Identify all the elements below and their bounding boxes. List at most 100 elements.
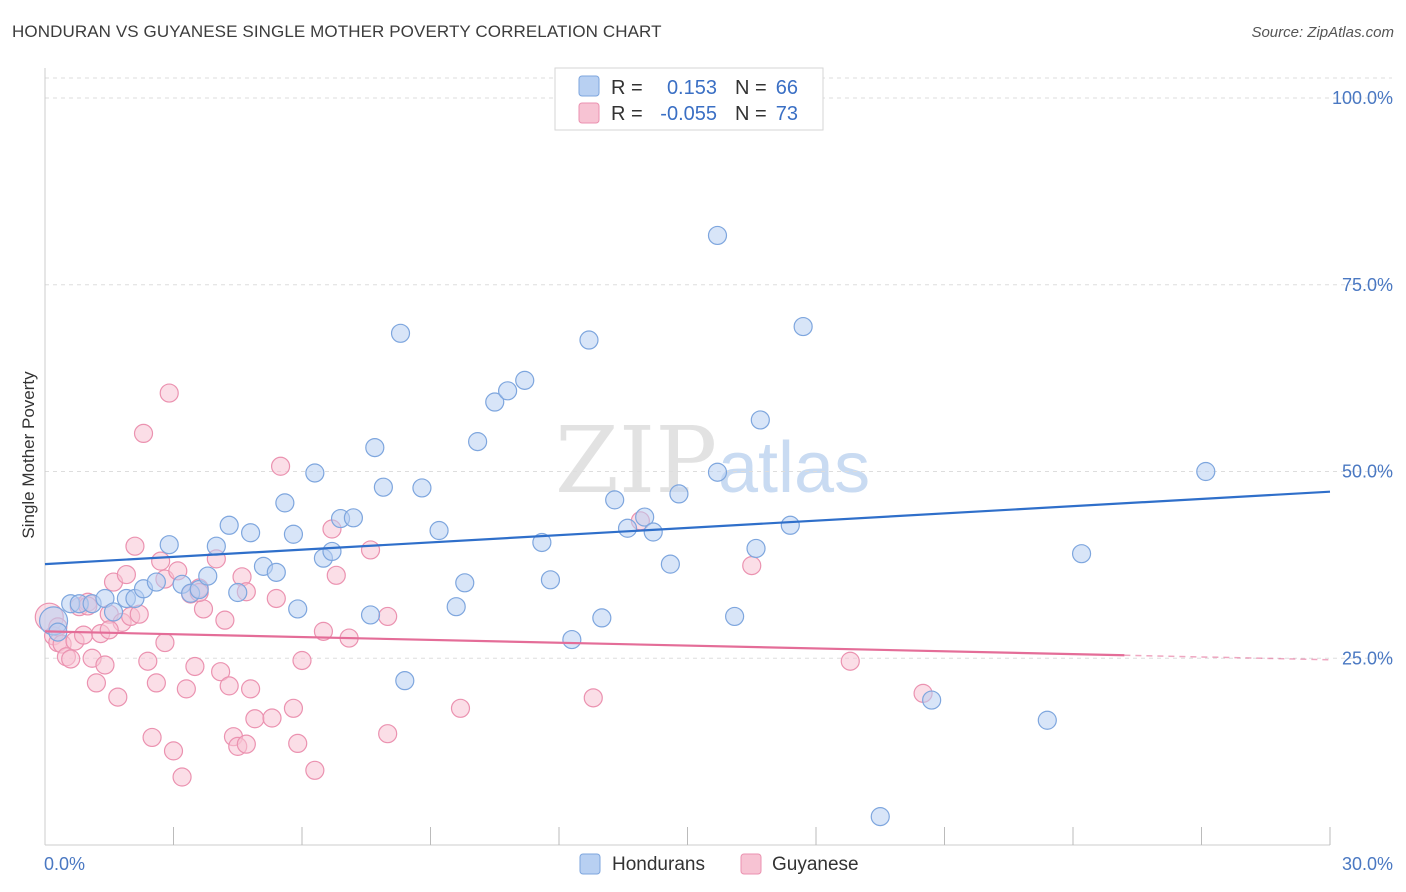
hondurans-point [189, 579, 209, 600]
guyanese-point [61, 649, 81, 669]
legend-r-label: R = [611, 103, 643, 125]
hondurans-point [412, 478, 432, 498]
guyanese-point [163, 741, 184, 761]
legend-label-guyanese: Guyanese [772, 854, 859, 875]
hondurans-point [343, 508, 363, 528]
hondurans-point [793, 316, 813, 337]
hondurans-point [635, 507, 655, 527]
hondurans-point [241, 523, 261, 543]
legend-n-value-guyanese: 73 [776, 103, 798, 125]
guyanese-point [99, 620, 119, 640]
legend-box [554, 67, 824, 131]
hondurans-point [468, 432, 488, 452]
hondurans-point [305, 463, 325, 483]
hondurans-point [395, 671, 415, 691]
guyanese-point [266, 588, 286, 609]
guyanese-point [129, 604, 149, 624]
guyanese-point [133, 423, 154, 444]
hondurans-point [228, 582, 248, 603]
legend-swatch-hondurans [578, 75, 600, 97]
x-tick-label: 0.0% [44, 854, 85, 874]
guyanese-point [86, 673, 107, 693]
hondurans-point [103, 602, 124, 622]
guyanese-point [305, 760, 325, 780]
guyanese-point [313, 621, 334, 641]
hondurans-point [643, 522, 663, 542]
y-tick-label: 25.0% [1342, 648, 1393, 668]
hondurans-point [579, 330, 599, 350]
y-tick-label: 100.0% [1332, 88, 1393, 108]
hondurans-point [515, 370, 535, 390]
legend-n-label: N = [735, 77, 767, 99]
hondurans-point [485, 392, 505, 412]
hondurans-point [498, 381, 518, 401]
guyanese-point [193, 599, 214, 619]
x-tick-labels: 0.0% 30.0% [44, 854, 1393, 874]
y-tick-labels: 25.0% 50.0% 75.0% 100.0% [1332, 88, 1393, 668]
guyanese-point [742, 556, 762, 576]
hondurans-point [159, 535, 179, 555]
hondurans-points [38, 225, 1216, 827]
source-label: Source: ZipAtlas.com [1251, 24, 1394, 41]
guyanese-point [450, 698, 471, 718]
hondurans-point [707, 462, 728, 482]
hondurans-point [322, 541, 342, 562]
hondurans-point [605, 490, 625, 510]
guyanese-point [283, 698, 304, 718]
hondurans-point [390, 323, 411, 343]
guyanese-point [245, 709, 265, 729]
hondurans-point [669, 484, 689, 504]
hondurans-point [219, 515, 239, 535]
hondurans-point [288, 599, 308, 619]
hondurans-point [373, 477, 393, 497]
guyanese-point [360, 540, 381, 560]
hondurans-point [660, 554, 680, 574]
guyanese-point [840, 651, 860, 671]
y-tick-label: 50.0% [1342, 462, 1393, 482]
hondurans-point [746, 538, 766, 559]
guyanese-point [155, 632, 175, 653]
guyanese-point [219, 676, 239, 696]
legend-r-value-hondurans: 0.153 [667, 77, 717, 99]
guyanese-point [270, 456, 291, 476]
hondurans-point [707, 225, 728, 246]
hondurans-point [725, 606, 745, 627]
legend-r-label: R = [611, 77, 643, 99]
hondurans-point [1071, 544, 1092, 564]
guyanese-point [326, 565, 346, 585]
hondurans-point [562, 629, 582, 650]
guyanese-point [292, 650, 312, 671]
guyanese-point [125, 536, 145, 556]
guyanese-point [378, 724, 398, 744]
guyanese-point [236, 734, 256, 754]
legend-swatch-guyanese [740, 853, 762, 875]
guyanese-point [211, 662, 231, 682]
hondurans-point [206, 536, 226, 556]
guyanese-point [215, 610, 235, 630]
guyanese-point [138, 651, 158, 671]
guyanese-point [185, 656, 205, 677]
y-axis-label: Single Mother Poverty [19, 371, 38, 539]
chart-title: HONDURAN VS GUYANESE SINGLE MOTHER POVER… [12, 22, 662, 41]
guyanese-point [116, 564, 136, 585]
hondurans-point [1196, 461, 1216, 482]
guyanese-point [108, 687, 128, 707]
y-tick-label: 75.0% [1342, 275, 1393, 295]
legend-swatch-guyanese [578, 102, 600, 124]
hondurans-point [283, 524, 304, 544]
hondurans-point [592, 608, 612, 628]
guyanese-point [151, 551, 171, 571]
watermark-atlas: atlas [718, 428, 870, 508]
x-tick-label: 30.0% [1342, 854, 1393, 874]
guyanese-point [95, 655, 115, 675]
watermark-zip: ZIP [555, 407, 717, 514]
hondurans-point [198, 566, 218, 586]
legend-n-value-hondurans: 66 [776, 77, 798, 99]
hondurans-trend-line [44, 490, 1331, 566]
series-legend: Hondurans Guyanese [579, 853, 859, 875]
hondurans-point [360, 605, 381, 625]
guyanese-point [241, 679, 261, 699]
guyanese-point [583, 688, 603, 708]
guyanese-point [176, 679, 196, 699]
